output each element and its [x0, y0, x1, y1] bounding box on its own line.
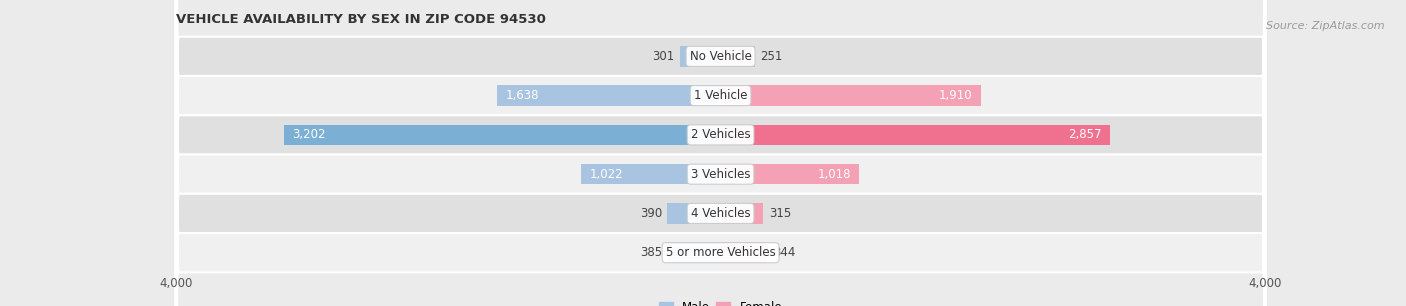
Text: 315: 315 [769, 207, 792, 220]
Text: 385: 385 [641, 246, 662, 259]
Text: 2,857: 2,857 [1069, 129, 1101, 141]
Text: 1,910: 1,910 [939, 89, 973, 102]
Bar [581, 164, 721, 185]
FancyBboxPatch shape [176, 0, 1265, 306]
Text: 1,018: 1,018 [817, 168, 851, 181]
Text: 4 Vehicles: 4 Vehicles [690, 207, 751, 220]
Bar [721, 242, 768, 263]
Bar [284, 125, 721, 145]
Bar [721, 164, 859, 185]
Bar [721, 125, 1109, 145]
FancyBboxPatch shape [176, 0, 1265, 306]
Bar [721, 203, 763, 224]
FancyBboxPatch shape [176, 0, 1265, 306]
Text: 1 Vehicle: 1 Vehicle [693, 89, 748, 102]
Text: 301: 301 [652, 50, 673, 63]
Text: 1,022: 1,022 [589, 168, 623, 181]
Text: No Vehicle: No Vehicle [689, 50, 752, 63]
Text: 5 or more Vehicles: 5 or more Vehicles [665, 246, 776, 259]
Bar [498, 85, 721, 106]
Text: 3,202: 3,202 [292, 129, 326, 141]
Bar [679, 46, 721, 67]
Text: 390: 390 [640, 207, 662, 220]
FancyBboxPatch shape [176, 0, 1265, 306]
Text: 3 Vehicles: 3 Vehicles [690, 168, 751, 181]
Text: 344: 344 [773, 246, 796, 259]
Text: 2 Vehicles: 2 Vehicles [690, 129, 751, 141]
Text: 1,638: 1,638 [506, 89, 538, 102]
Bar [668, 242, 721, 263]
Text: VEHICLE AVAILABILITY BY SEX IN ZIP CODE 94530: VEHICLE AVAILABILITY BY SEX IN ZIP CODE … [176, 13, 546, 26]
FancyBboxPatch shape [176, 0, 1265, 306]
Legend: Male, Female: Male, Female [654, 296, 787, 306]
Bar [721, 46, 755, 67]
Bar [668, 203, 721, 224]
Bar [721, 85, 981, 106]
Text: Source: ZipAtlas.com: Source: ZipAtlas.com [1267, 21, 1385, 32]
FancyBboxPatch shape [176, 0, 1265, 306]
Text: 251: 251 [761, 50, 783, 63]
